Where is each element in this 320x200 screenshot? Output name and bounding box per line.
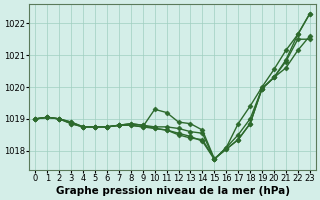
X-axis label: Graphe pression niveau de la mer (hPa): Graphe pression niveau de la mer (hPa) [56, 186, 290, 196]
